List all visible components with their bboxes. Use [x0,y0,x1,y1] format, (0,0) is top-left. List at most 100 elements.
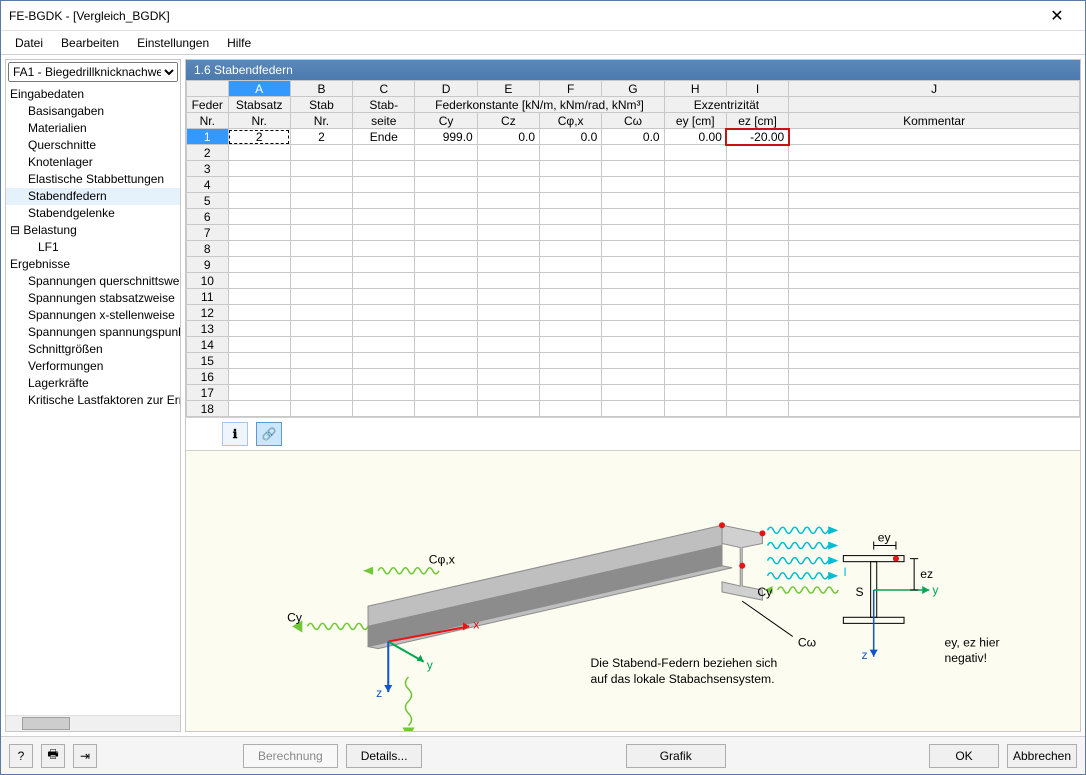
grid-cell[interactable] [228,161,290,177]
grid-cell[interactable] [228,305,290,321]
grid-cell[interactable] [415,177,477,193]
menu-einstellungen[interactable]: Einstellungen [129,34,217,52]
grid-cell[interactable] [602,353,664,369]
tree-item[interactable]: LF1 [6,239,180,256]
grid-cell[interactable] [726,161,788,177]
col-letter[interactable]: A [228,81,290,97]
grid-cell[interactable] [353,225,415,241]
grid-cell[interactable] [726,337,788,353]
grid-cell[interactable]: 2 [290,129,352,145]
grid-cell[interactable] [477,257,539,273]
grid-cell[interactable] [477,321,539,337]
grid-cell[interactable] [228,337,290,353]
tree-item[interactable]: Spannungen querschnittsweise [6,273,180,290]
grid-cell[interactable] [789,145,1080,161]
grid-cell[interactable] [540,161,602,177]
grid-cell[interactable] [415,401,477,417]
grid-cell[interactable] [726,321,788,337]
grid-cell[interactable] [228,177,290,193]
col-letter[interactable] [187,81,229,97]
grid-cell[interactable] [664,161,726,177]
grid-cell[interactable] [602,401,664,417]
grid-cell[interactable] [290,273,352,289]
data-grid[interactable]: ABCDEFGHIJFederStabsatzStabStab-Federkon… [186,80,1080,417]
grid-cell[interactable] [789,241,1080,257]
grid-cell[interactable] [602,385,664,401]
grid-cell[interactable] [353,177,415,193]
row-number[interactable]: 8 [187,241,229,257]
grid-cell[interactable] [540,289,602,305]
grid-cell[interactable] [540,177,602,193]
grid-cell[interactable] [477,209,539,225]
col-header[interactable]: Cω [602,113,664,129]
grid-cell[interactable] [415,209,477,225]
grid-cell[interactable] [290,241,352,257]
grid-cell[interactable] [540,321,602,337]
col-letter[interactable]: G [602,81,664,97]
col-header[interactable]: seite [353,113,415,129]
grid-cell[interactable] [477,353,539,369]
col-letter[interactable]: H [664,81,726,97]
grid-cell[interactable] [477,385,539,401]
grid-cell[interactable] [664,385,726,401]
grid-cell[interactable] [290,353,352,369]
grid-cell[interactable] [290,193,352,209]
grid-cell[interactable] [602,321,664,337]
grid-cell[interactable] [664,193,726,209]
grid-cell[interactable] [228,257,290,273]
col-header[interactable]: Cy [415,113,477,129]
col-letter[interactable]: C [353,81,415,97]
grid-cell[interactable] [540,337,602,353]
grid-cell[interactable] [228,289,290,305]
tree-item[interactable]: ⊟ Belastung [6,222,180,239]
grid-cell[interactable] [415,225,477,241]
case-dropdown[interactable]: FA1 - Biegedrillknicknachweis mi [8,62,178,82]
grid-cell[interactable] [602,145,664,161]
grid-cell[interactable] [290,369,352,385]
grid-cell[interactable] [664,289,726,305]
grid-cell[interactable] [228,369,290,385]
row-number[interactable]: 5 [187,193,229,209]
grid-cell[interactable] [540,209,602,225]
grid-cell[interactable] [477,193,539,209]
row-number[interactable]: 17 [187,385,229,401]
grid-cell[interactable] [228,385,290,401]
grid-cell[interactable] [415,289,477,305]
grafik-button[interactable]: Grafik [626,744,726,768]
col-header[interactable]: ez [cm] [726,113,788,129]
grid-cell[interactable] [664,337,726,353]
grid-cell[interactable] [540,353,602,369]
grid-cell[interactable] [664,353,726,369]
grid-cell[interactable] [415,305,477,321]
grid-cell[interactable] [415,257,477,273]
grid-cell[interactable] [789,385,1080,401]
grid-cell[interactable] [789,369,1080,385]
grid-cell[interactable] [540,401,602,417]
grid-cell[interactable] [602,273,664,289]
grid-cell[interactable] [664,225,726,241]
grid-cell[interactable] [540,257,602,273]
grid-cell[interactable] [664,273,726,289]
grid-cell[interactable] [726,257,788,273]
grid-cell[interactable] [602,225,664,241]
tree-item[interactable]: Verformungen [6,358,180,375]
grid-cell[interactable] [477,401,539,417]
grid-cell[interactable] [290,305,352,321]
row-number[interactable]: 11 [187,289,229,305]
grid-cell[interactable]: 0.00 [664,129,726,145]
grid-cell[interactable] [789,257,1080,273]
tree-item[interactable]: Spannungen stabsatzweise [6,290,180,307]
grid-cell[interactable] [228,145,290,161]
tree-hscroll[interactable] [6,715,180,731]
grid-cell[interactable]: 0.0 [540,129,602,145]
grid-cell[interactable] [726,241,788,257]
grid-cell[interactable] [353,273,415,289]
grid-cell[interactable] [415,273,477,289]
row-number[interactable]: 9 [187,257,229,273]
grid-cell[interactable] [415,193,477,209]
grid-cell[interactable]: 0.0 [602,129,664,145]
grid-cell[interactable] [602,161,664,177]
grid-cell[interactable] [477,161,539,177]
col-letter[interactable]: F [540,81,602,97]
grid-cell[interactable] [477,369,539,385]
